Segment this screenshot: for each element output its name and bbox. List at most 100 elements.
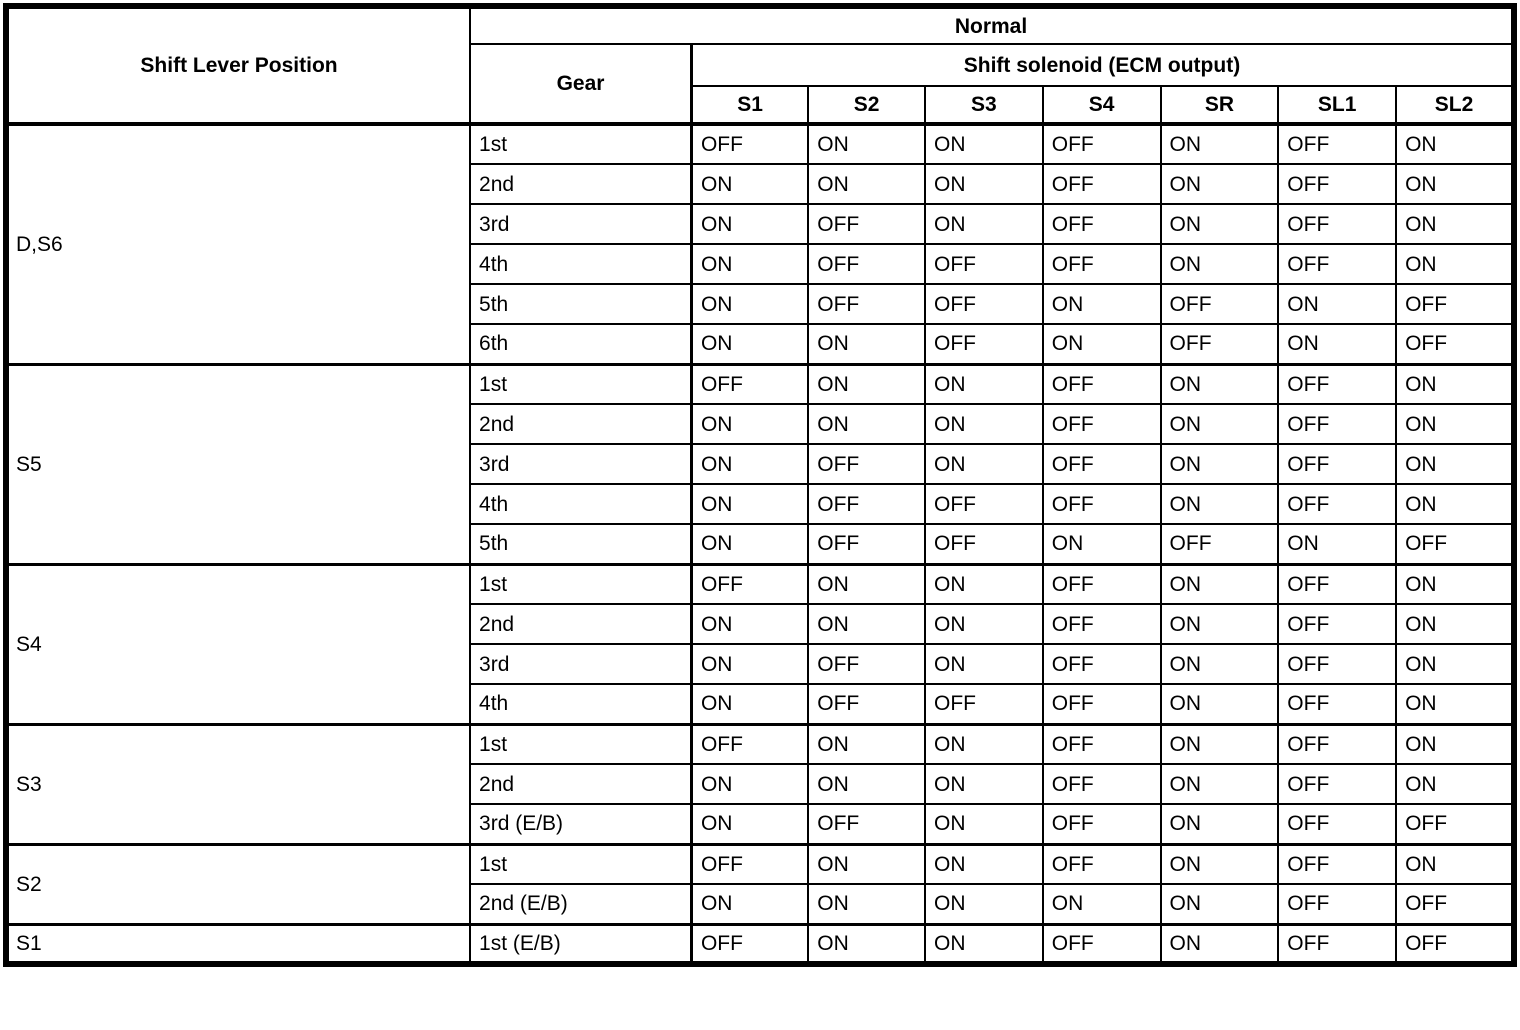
solenoid-state-cell: OFF: [807, 523, 926, 565]
table-row: 2nd (E/B) ON ON ON ON ON OFF OFF: [6, 883, 1515, 925]
table-row: 3rd ON OFF ON OFF ON OFF ON: [6, 643, 1515, 685]
solenoid-state-cell: OFF: [1041, 483, 1162, 525]
solenoid-state-cell: OFF: [1159, 523, 1280, 565]
gear-cell: 1st: [469, 122, 693, 165]
shift-lever-position-cell: D,S6: [4, 122, 472, 365]
solenoid-state-cell: ON: [1395, 483, 1515, 525]
gear-header: Gear: [469, 43, 693, 126]
table-row: 5th ON OFF OFF ON OFF ON OFF: [6, 523, 1515, 565]
gear-cell: 1st (E/B): [469, 922, 693, 965]
solenoid-state-cell: ON: [1159, 842, 1280, 885]
table-row: 2nd ON ON ON OFF ON OFF ON: [6, 403, 1515, 445]
table-row: S2 1st OFF ON ON OFF ON OFF ON: [4, 842, 1515, 925]
solenoid-state-cell: OFF: [1041, 763, 1162, 805]
solenoid-state-cell: OFF: [1041, 803, 1162, 845]
table-row: S5 1st OFF ON ON OFF ON OFF ON: [4, 362, 1515, 565]
solenoid-state-cell: ON: [807, 763, 926, 805]
solenoid-state-cell: ON: [924, 122, 1044, 165]
solenoid-state-cell: ON: [1395, 683, 1515, 725]
solenoid-state-cell: ON: [1395, 203, 1515, 245]
solenoid-state-cell: OFF: [1277, 203, 1398, 245]
solenoid-state-cell: ON: [1159, 763, 1280, 805]
solenoid-state-cell: OFF: [1277, 803, 1398, 845]
header-row-normal: Shift Lever Position Normal: [4, 5, 1515, 126]
solenoid-state-cell: ON: [1395, 763, 1515, 805]
solenoid-state-cell: ON: [689, 403, 810, 445]
solenoid-state-cell: ON: [1159, 403, 1280, 445]
solenoid-state-cell: OFF: [1277, 922, 1398, 965]
gear-cell: 3rd: [469, 443, 693, 485]
solenoid-state-cell: OFF: [1041, 922, 1162, 965]
solenoid-state-cell: ON: [1395, 403, 1515, 445]
header-row-solenoid-group: Gear Shift solenoid (ECM output): [6, 43, 1515, 126]
solenoid-state-cell: ON: [1041, 883, 1162, 925]
solenoid-state-cell: OFF: [807, 243, 926, 285]
solenoid-state-cell: ON: [1395, 362, 1515, 405]
solenoid-state-cell: ON: [924, 163, 1044, 205]
table-row: 6th ON ON OFF ON OFF ON OFF: [6, 323, 1515, 365]
gear-cell: 2nd (E/B): [469, 883, 693, 925]
solenoid-state-cell: OFF: [1041, 443, 1162, 485]
gear-cell: 1st: [469, 362, 693, 405]
solenoid-sl1-header: SL1: [1277, 85, 1398, 126]
shift-lever-position-header: Shift Lever Position: [4, 5, 472, 126]
gear-cell: 4th: [469, 243, 693, 285]
solenoid-state-cell: ON: [924, 403, 1044, 445]
solenoid-state-cell: ON: [924, 443, 1044, 485]
solenoid-state-cell: ON: [1277, 283, 1398, 325]
solenoid-state-cell: ON: [924, 562, 1044, 605]
solenoid-state-cell: ON: [1159, 883, 1280, 925]
solenoid-state-cell: ON: [1395, 163, 1515, 205]
gear-cell: 2nd: [469, 763, 693, 805]
solenoid-state-cell: OFF: [807, 803, 926, 845]
solenoid-state-cell: OFF: [924, 323, 1044, 365]
shift-lever-position-cell: S2: [4, 842, 472, 925]
solenoid-state-cell: OFF: [1041, 203, 1162, 245]
solenoid-state-cell: OFF: [924, 283, 1044, 325]
solenoid-s4-header: S4: [1041, 85, 1162, 126]
solenoid-state-cell: OFF: [807, 283, 926, 325]
solenoid-state-cell: ON: [924, 643, 1044, 685]
solenoid-state-cell: OFF: [807, 203, 926, 245]
solenoid-state-cell: OFF: [1277, 122, 1398, 165]
solenoid-state-cell: OFF: [1277, 483, 1398, 525]
shift-lever-position-cell: S4: [4, 562, 472, 725]
solenoid-state-cell: ON: [1277, 323, 1398, 365]
solenoid-state-cell: OFF: [1277, 722, 1398, 765]
solenoid-state-cell: OFF: [1041, 403, 1162, 445]
solenoid-state-cell: OFF: [807, 443, 926, 485]
solenoid-state-cell: ON: [1395, 243, 1515, 285]
solenoid-state-cell: OFF: [1041, 362, 1162, 405]
solenoid-state-cell: OFF: [807, 483, 926, 525]
gear-cell: 5th: [469, 283, 693, 325]
solenoid-state-cell: OFF: [1277, 243, 1398, 285]
solenoid-state-cell: OFF: [1041, 603, 1162, 645]
table-row: 4th ON OFF OFF OFF ON OFF ON: [6, 683, 1515, 725]
solenoid-state-cell: OFF: [1041, 643, 1162, 685]
solenoid-state-cell: ON: [689, 763, 810, 805]
solenoid-state-cell: ON: [807, 922, 926, 965]
gear-cell: 2nd: [469, 403, 693, 445]
solenoid-state-cell: ON: [1159, 122, 1280, 165]
gear-cell: 4th: [469, 683, 693, 725]
solenoid-sl2-header: SL2: [1395, 85, 1515, 126]
solenoid-state-cell: ON: [924, 722, 1044, 765]
table-row: 2nd ON ON ON OFF ON OFF ON: [6, 763, 1515, 805]
solenoid-s1-header: S1: [689, 85, 810, 126]
solenoid-state-cell: ON: [689, 283, 810, 325]
solenoid-state-cell: ON: [1041, 323, 1162, 365]
solenoid-state-cell: ON: [1159, 243, 1280, 285]
solenoid-state-cell: ON: [1395, 603, 1515, 645]
solenoid-state-cell: OFF: [1395, 523, 1515, 565]
solenoid-state-cell: ON: [924, 922, 1044, 965]
solenoid-state-cell: ON: [924, 203, 1044, 245]
solenoid-s2-header: S2: [807, 85, 926, 126]
solenoid-state-cell: ON: [1395, 443, 1515, 485]
solenoid-state-cell: ON: [924, 842, 1044, 885]
solenoid-state-cell: ON: [1159, 722, 1280, 765]
table-row: S4 1st OFF ON ON OFF ON OFF ON: [4, 562, 1515, 725]
gear-cell: 3rd: [469, 203, 693, 245]
table-row: D,S6 1st OFF ON ON OFF ON OFF ON: [4, 122, 1515, 365]
solenoid-state-cell: OFF: [807, 683, 926, 725]
gear-cell: 6th: [469, 323, 693, 365]
